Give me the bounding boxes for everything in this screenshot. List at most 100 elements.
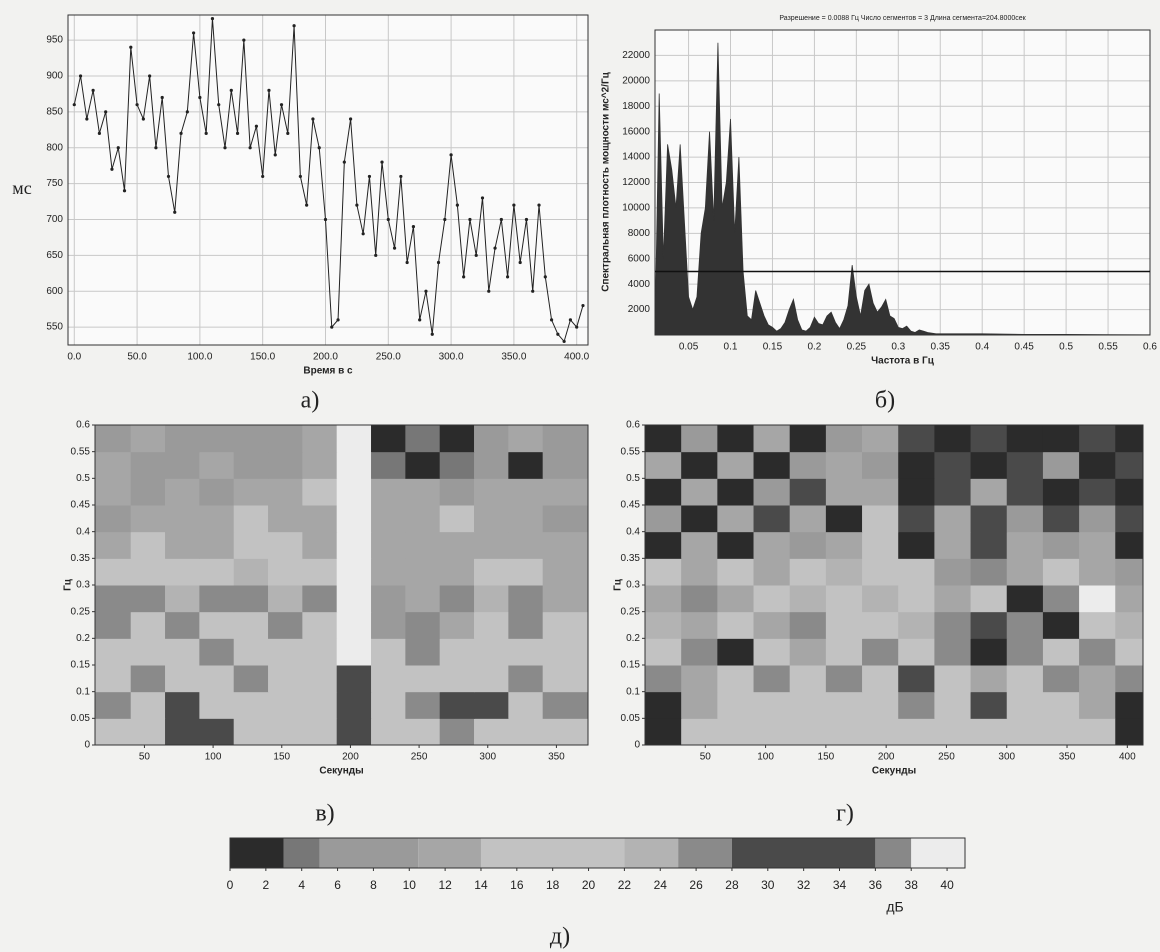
point [273, 153, 277, 157]
heat-cell [1006, 451, 1044, 479]
heat-cell [1115, 638, 1144, 666]
y-tick-label: 22000 [622, 50, 650, 61]
heat-cell [753, 531, 791, 559]
heat-cell [717, 691, 755, 719]
x-tick-label: 40 [940, 878, 954, 892]
heat-cell [542, 611, 589, 639]
heat-cell [1115, 478, 1144, 506]
point [116, 146, 120, 150]
heat-cell [1079, 585, 1116, 613]
point [97, 131, 102, 135]
heat-cell [970, 691, 1008, 719]
heat-cell [336, 718, 372, 746]
heat-cell [95, 531, 132, 559]
heat-cell [681, 505, 718, 533]
heat-cell [862, 638, 899, 666]
point [474, 253, 478, 257]
heat-cell [681, 665, 718, 693]
heat-cell [825, 611, 863, 639]
point [267, 88, 271, 92]
heat-cell [934, 451, 972, 479]
heat-cell [1079, 558, 1116, 586]
x-tick-label: 34 [833, 878, 847, 892]
heat-cell [1115, 531, 1144, 559]
heat-cell [542, 718, 589, 746]
heat-cell [95, 505, 132, 533]
heat-cell [95, 478, 132, 506]
heat-cell [934, 531, 972, 559]
caption: г) [836, 801, 854, 827]
x-tick-label: 0.45 [1014, 342, 1034, 353]
heat-cell [825, 451, 863, 479]
heat-cell [439, 478, 475, 506]
heat-cell [645, 478, 682, 506]
heat-cell [302, 691, 338, 719]
heat-cell [165, 718, 200, 746]
heat-cell [681, 585, 718, 613]
point [217, 103, 221, 107]
color-level [624, 838, 679, 868]
heat-cell [1006, 718, 1044, 746]
heat-cell [336, 638, 372, 666]
heat-cell [474, 425, 509, 453]
heat-cell [753, 585, 791, 613]
heat-cell [268, 611, 303, 639]
x-tick-label: 50.0 [127, 352, 147, 363]
heat-cell [371, 531, 406, 559]
heat-cell [717, 451, 755, 479]
heat-cell [439, 505, 475, 533]
point [298, 174, 302, 179]
point [154, 146, 158, 150]
heat-cell [1115, 718, 1144, 746]
heat-cell [302, 531, 338, 559]
y-tick-label: 650 [46, 250, 63, 261]
color-level [283, 838, 320, 868]
y-tick-label: 0.6 [626, 420, 640, 431]
point [166, 174, 171, 179]
point [192, 31, 196, 35]
heat-cell [1042, 451, 1080, 479]
heat-cell [268, 665, 303, 693]
heat-cell [717, 638, 755, 666]
heat-cell [825, 718, 863, 746]
heat-cell [439, 611, 475, 639]
heat-cell [95, 585, 132, 613]
heat-cell [268, 531, 303, 559]
y-tick-label: 0.05 [621, 713, 641, 724]
y-tick-label: 600 [46, 286, 63, 297]
heat-cell [474, 558, 509, 586]
x-tick-label: 100 [205, 752, 222, 763]
x-tick-label: 150 [273, 752, 290, 763]
heat-cell [474, 691, 509, 719]
point [556, 332, 560, 336]
y-tick-label: 0 [634, 740, 640, 751]
heat-cell [336, 451, 372, 479]
heat-cell [645, 558, 682, 586]
heat-cell [862, 505, 899, 533]
x-tick-label: 0.15 [763, 342, 783, 353]
heat-cell [825, 558, 863, 586]
point [468, 217, 472, 222]
heat-cell [1042, 425, 1080, 453]
heat-cell [199, 665, 235, 693]
heat-cell [825, 505, 863, 533]
heat-cell [165, 425, 200, 453]
y-axis-label: Гц [613, 578, 624, 591]
x-tick-label: 0.4 [975, 342, 989, 353]
heat-cell [681, 531, 718, 559]
y-tick-label: 18000 [622, 101, 650, 112]
heat-cell [130, 478, 166, 506]
point [91, 88, 95, 92]
x-axis-label: Секунды [872, 766, 916, 777]
heat-cell [199, 558, 235, 586]
heat-cell [336, 558, 372, 586]
x-tick-label: 0.25 [847, 342, 867, 353]
point [380, 160, 384, 164]
y-tick-label: 0.35 [621, 553, 641, 564]
heat-cell [95, 665, 132, 693]
heat-cell [825, 585, 863, 613]
point [568, 318, 573, 322]
heat-cell [1042, 611, 1080, 639]
heat-cell [336, 531, 372, 559]
heat-cell [898, 611, 935, 639]
